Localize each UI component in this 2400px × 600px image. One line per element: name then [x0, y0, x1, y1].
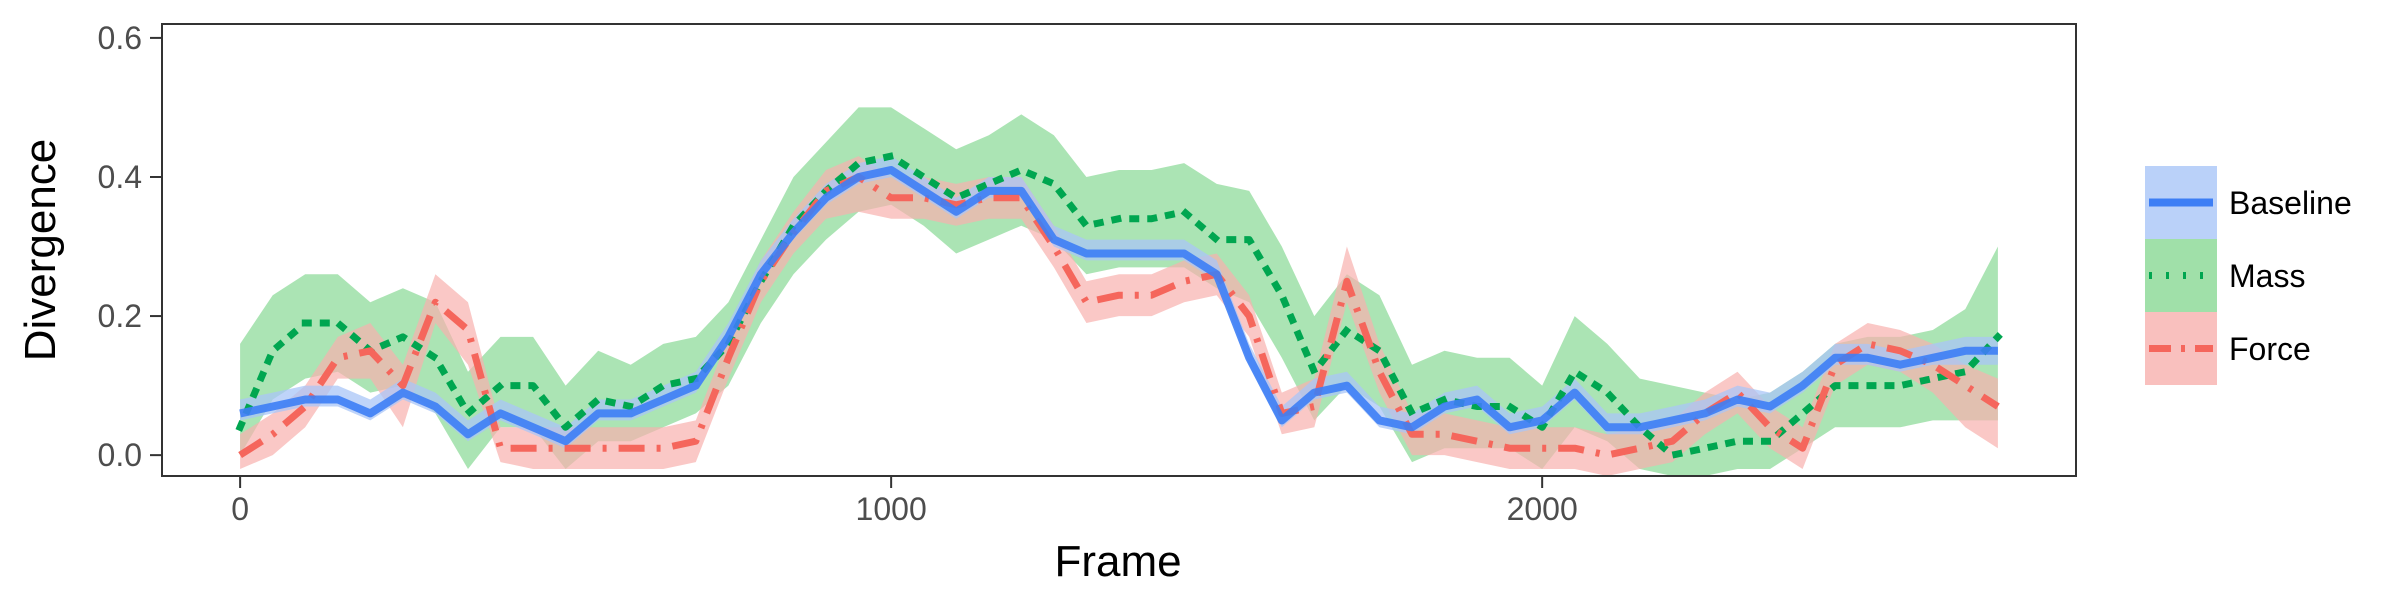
y-axis: 0.0 0.2 0.4 0.6	[98, 20, 161, 473]
y-tick-label: 0.2	[98, 298, 142, 334]
baseline-legend-label: Baseline	[2229, 185, 2352, 221]
x-axis-title: Frame	[1054, 537, 1181, 586]
force-confidence-band	[240, 156, 1998, 476]
y-tick-label: 0.0	[98, 437, 142, 473]
legend: Baseline Mass Force	[2145, 166, 2352, 385]
force-legend-label: Force	[2229, 331, 2311, 367]
plot-panel-border	[161, 23, 2077, 477]
x-tick-label: 2000	[1507, 491, 1578, 527]
x-axis: 0 1000 2000	[231, 477, 1578, 527]
series-lines	[235, 152, 2003, 459]
force-series-line	[238, 173, 2000, 459]
x-tick-label: 1000	[856, 491, 927, 527]
mass-series-line	[235, 152, 2003, 459]
y-axis-title: Divergence	[16, 139, 65, 362]
y-tick-label: 0.6	[98, 20, 142, 56]
mass-legend-key	[2145, 239, 2217, 312]
y-tick-label: 0.4	[98, 159, 142, 195]
baseline-series-line	[239, 166, 1998, 446]
x-tick-label: 0	[231, 491, 249, 527]
mass-legend-label: Mass	[2229, 258, 2305, 294]
